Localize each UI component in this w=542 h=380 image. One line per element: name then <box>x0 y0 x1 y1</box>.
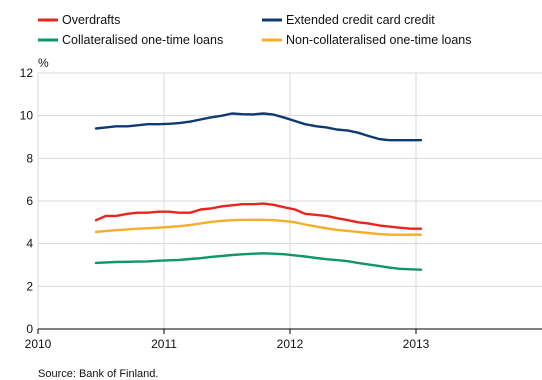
y-tick-label: 10 <box>20 109 34 123</box>
legend-label-overdrafts: Overdrafts <box>62 13 120 27</box>
y-tick-label: 4 <box>26 237 33 251</box>
x-tick-label: 2011 <box>151 337 177 351</box>
series-line-extended-credit-card-credit <box>94 112 423 142</box>
series-line-overdrafts <box>94 202 423 230</box>
y-tick-label: 12 <box>20 66 34 80</box>
y-axis-ticks: 0 2 4 6 8 10 12 <box>20 66 34 336</box>
series-line-collateralised-one-time-loans <box>94 252 423 271</box>
x-tick-label: 2010 <box>25 337 52 351</box>
y-tick-label: 8 <box>26 151 33 165</box>
source-note: Source: Bank of Finland. <box>38 368 158 380</box>
x-tick-label: 2013 <box>403 337 430 351</box>
y-tick-label: 0 <box>26 322 33 336</box>
series-lines <box>94 112 423 271</box>
gridlines <box>37 72 542 329</box>
y-tick-label: 2 <box>26 279 33 293</box>
legend-label-extended-credit-card-credit: Extended credit card credit <box>286 13 435 27</box>
legend-label-non-collateralised-one-time-loans: Non-collateralised one-time loans <box>286 33 472 47</box>
legend: Overdrafts Extended credit card credit C… <box>38 13 472 47</box>
y-axis-unit-label: % <box>38 56 49 70</box>
x-axis-ticks: 2010 2011 2012 2013 <box>25 329 430 351</box>
y-tick-label: 6 <box>26 194 33 208</box>
series-line-non-collateralised-one-time-loans <box>94 218 423 236</box>
x-tick-label: 2012 <box>277 337 304 351</box>
legend-label-collateralised-one-time-loans: Collateralised one-time loans <box>62 33 223 47</box>
